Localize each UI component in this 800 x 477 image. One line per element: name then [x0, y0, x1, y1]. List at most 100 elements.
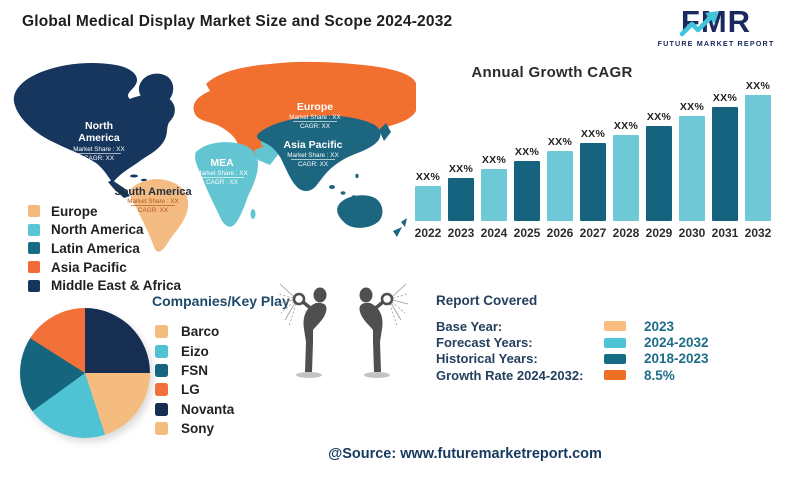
bar-year-label: 2028 [612, 226, 640, 240]
report-row-swatch [604, 353, 626, 364]
region-legend: Europe North America Latin America Asia Pac… [28, 202, 181, 295]
region-legend-label: Latin America [51, 240, 140, 256]
uk [198, 93, 212, 108]
north-america-region [13, 63, 175, 198]
source-link[interactable]: @Source: www.futuremarketreport.com [328, 446, 602, 462]
company-legend-swatch [155, 325, 168, 339]
region-legend-item: Asia Pacific [28, 258, 181, 277]
company-legend-swatch [155, 422, 168, 436]
region-legend-label: Middle East & Africa [51, 278, 182, 294]
bar-column: XX% 2028 [612, 120, 640, 240]
bar-year-label: 2027 [579, 226, 607, 240]
bar [679, 116, 705, 221]
companies-heading: Companies/Key Play [152, 293, 290, 309]
new-zealand [401, 218, 407, 227]
bar-value-label: XX% [415, 171, 441, 183]
bar [745, 95, 771, 221]
company-legend-item: Sony [155, 419, 234, 438]
bar-column: XX% 2026 [546, 136, 574, 240]
south-america-label: South America Market Share : XX CAGR: XX [114, 186, 192, 214]
bar-value-label: XX% [580, 128, 606, 140]
report-covered-section: Report Covered Base Year: 2023 Forecast Ye… [436, 293, 796, 384]
bar [712, 107, 738, 221]
japan [379, 123, 391, 141]
company-legend-label: Barco [181, 324, 220, 340]
bar-value-label: XX% [646, 111, 672, 123]
report-row-label: Base Year: [436, 318, 503, 334]
bar-column: XX% 2027 [579, 128, 607, 240]
bar-value-label: XX% [679, 101, 705, 113]
region-legend-swatch [28, 205, 40, 218]
report-row-value: 2024-2032 [644, 335, 709, 351]
svg-text:Market Share : XX: Market Share : XX [287, 152, 339, 159]
greenland [138, 73, 174, 106]
company-legend-label: Novanta [181, 401, 235, 417]
companies-legend: Barco Eizo FSN LG Novanta Sony [155, 322, 234, 438]
asia-pacific-region [256, 115, 407, 237]
svg-text:Europe: Europe [297, 101, 333, 113]
report-covered-heading: Report Covered [436, 293, 538, 308]
company-legend-item: Eizo [155, 341, 234, 360]
svg-text:Market Share : XX: Market Share : XX [289, 114, 341, 121]
bar-column: XX% 2025 [514, 146, 541, 240]
region-legend-label: Asia Pacific [51, 259, 127, 275]
report-covered-row: Forecast Years: 2024-2032 [436, 334, 796, 350]
fmr-logo-tagline: FUTURE MARKET REPORT [657, 39, 775, 48]
company-legend-label: LG [181, 382, 200, 398]
svg-text:Market Share : XX: Market Share : XX [196, 170, 248, 177]
report-row-swatch [604, 321, 626, 332]
growth-arrow-icon [679, 11, 718, 37]
announcer-right-icon [359, 283, 409, 378]
bar-column: XX% 2032 [745, 80, 772, 240]
mea-label: MEA Market Share : XX CAGR : XX [196, 157, 248, 186]
company-legend-label: Eizo [181, 343, 209, 359]
company-legend-swatch [155, 383, 168, 397]
report-row-value: 8.5% [644, 367, 675, 383]
south-america-region [129, 179, 189, 252]
fmr-logo: FMR FUTURE MARKET REPORT [652, 6, 780, 48]
company-legend-item: Barco [155, 322, 234, 341]
company-legend-item: LG [155, 380, 234, 399]
bar-year-label: 2031 [711, 226, 739, 240]
svg-text:CAGR: XX: CAGR: XX [300, 123, 331, 130]
annual-growth-bar-chart: Annual Growth CAGR XX% 2022 XX% 2023 XX% 2024… [402, 64, 798, 244]
company-legend-item: Novanta [155, 400, 234, 419]
region-legend-item: Middle East & Africa [28, 276, 181, 295]
north-america-label: North America Market Share : XX CAGR: XX [73, 120, 125, 162]
company-legend-swatch [155, 402, 168, 416]
region-legend-swatch [28, 261, 40, 274]
report-covered-row: Growth Rate 2024-2032: 8.5% [436, 367, 796, 383]
report-row-label: Historical Years: [436, 351, 538, 367]
bar-column: XX% 2022 [415, 171, 442, 240]
announcer-figures-icon [278, 283, 409, 378]
region-legend-item: Latin America [28, 239, 181, 258]
bar [646, 126, 672, 221]
page-title: Global Medical Display Market Size and S… [22, 13, 453, 30]
australia [337, 195, 383, 228]
bar [580, 143, 606, 221]
region-legend-label: Europe [51, 203, 98, 219]
svg-text:CAGR: XX: CAGR: XX [298, 161, 329, 168]
svg-text:CAGR: XX: CAGR: XX [138, 207, 169, 214]
bar-column: XX% 2029 [646, 111, 673, 240]
svg-text:North: North [85, 120, 113, 132]
svg-text:MEA: MEA [210, 157, 234, 169]
company-legend-item: FSN [155, 361, 234, 380]
svg-text:CAGR: XX: CAGR: XX [84, 155, 115, 162]
bar-value-label: XX% [712, 92, 738, 104]
asia-pacific-label: Asia Pacific Market Share : XX CAGR: XX [284, 139, 343, 168]
report-row-value: 2023 [644, 318, 675, 334]
bar-chart-bars: XX% 2022 XX% 2023 XX% 2024 XX% 2025 XX% 2026 XX% 20… [415, 80, 772, 240]
companies-pie-chart [20, 308, 150, 438]
bar-year-label: 2026 [546, 226, 574, 240]
region-legend-item: North America [28, 221, 181, 240]
svg-text:Market Share : XX: Market Share : XX [127, 198, 179, 205]
report-covered-row: Base Year: 2023 [436, 318, 796, 334]
arabia [254, 144, 280, 165]
svg-text:Market Share : XX: Market Share : XX [73, 146, 125, 153]
bar-value-label: XX% [613, 120, 639, 132]
report-row-swatch [604, 337, 626, 348]
company-legend-swatch [155, 363, 168, 377]
report-row-swatch [604, 370, 626, 381]
